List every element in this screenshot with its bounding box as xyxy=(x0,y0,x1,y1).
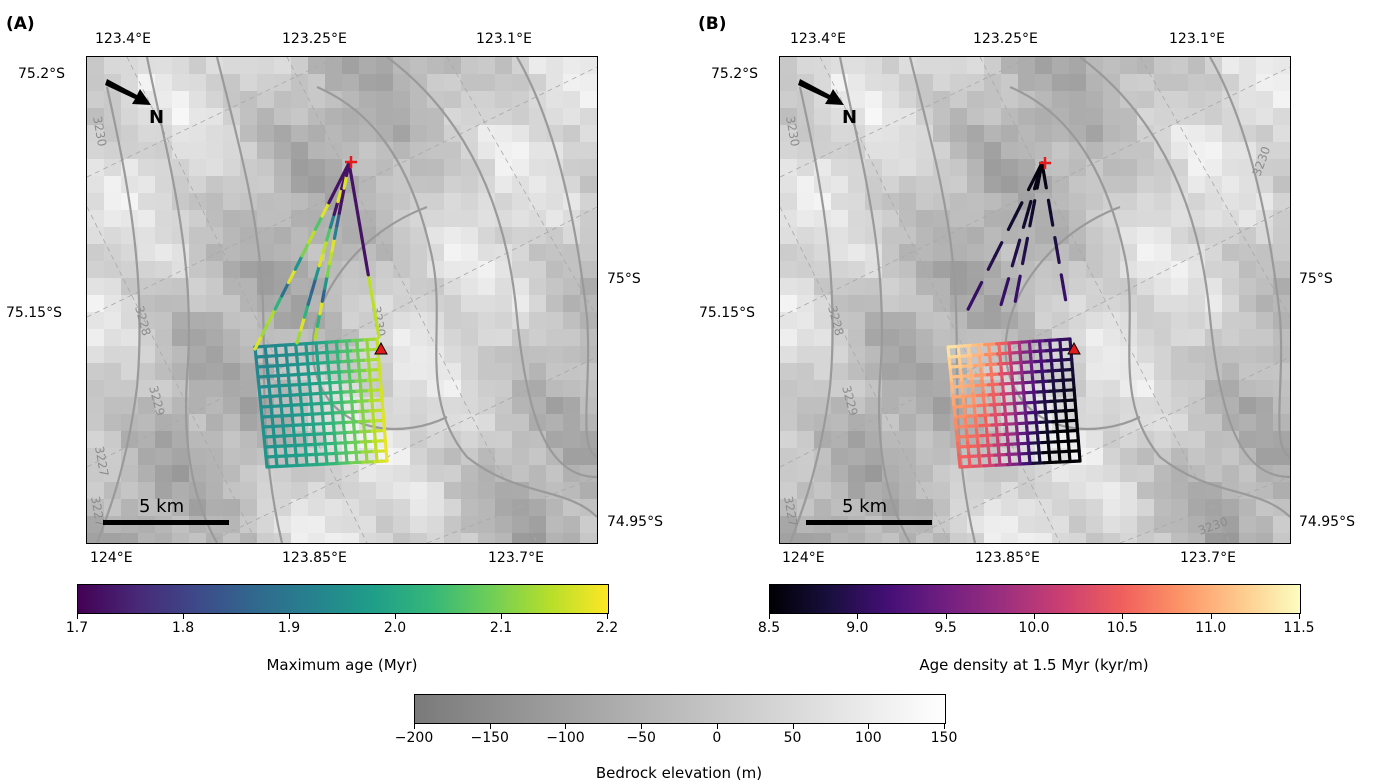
colorbar-tick xyxy=(769,614,770,619)
colorbar-tick-label: −100 xyxy=(546,730,585,746)
contour-label: 3227 xyxy=(88,495,107,528)
colorbar-tick-label: 9.5 xyxy=(934,620,957,636)
scale-label: 5 km xyxy=(842,496,887,517)
panel-label: (B) xyxy=(698,14,727,34)
colorbar-tick xyxy=(716,724,718,729)
colorbar-tick xyxy=(1034,614,1035,619)
lon-label: 123.1°E xyxy=(476,31,532,47)
colorbar-tick xyxy=(868,724,870,729)
lat-label: 75.2°S xyxy=(18,66,66,82)
colorbar-tick-label: 8.5 xyxy=(757,620,781,636)
colorbar-tick xyxy=(1122,614,1124,619)
colorbar-title: Maximum age (Myr) xyxy=(266,656,418,674)
colorbar-tick xyxy=(945,614,947,619)
colorbar-tick-label: 0 xyxy=(712,730,722,746)
colorbar-tick-label: 11.0 xyxy=(1195,620,1227,636)
colorbar-tick-label: 1.8 xyxy=(171,620,195,636)
colorbar-tick xyxy=(1299,614,1300,619)
colorbar-tick xyxy=(77,614,78,619)
lat-label: 74.95°S xyxy=(607,514,663,530)
map-frame: 3230 3228 3229 3230 3230 3227 N 5 km xyxy=(779,56,1291,544)
lon-label: 123.7°E xyxy=(1180,550,1236,566)
north-arrow: N xyxy=(798,79,857,128)
lon-label: 123.4°E xyxy=(95,31,151,47)
colorbar-tick xyxy=(395,614,396,619)
colorbar-tick xyxy=(944,724,945,729)
colorbar-tick xyxy=(289,614,290,619)
colorbar-title: Age density at 1.5 Myr (kyr/m) xyxy=(919,656,1149,674)
panel-label: (A) xyxy=(6,14,35,34)
colorbar-tick-label: 10.0 xyxy=(1018,620,1050,636)
colorbar-tick-label: 9.0 xyxy=(846,620,869,636)
site-triangle xyxy=(1067,341,1081,355)
colorbar-tick xyxy=(501,614,502,619)
colorbar-tick-label: −150 xyxy=(470,730,509,746)
colorbar-tick xyxy=(414,724,415,729)
lon-label: 123.85°E xyxy=(282,550,347,566)
lat-label: 75°S xyxy=(607,271,641,287)
colorbar-tick-label: 10.5 xyxy=(1106,620,1138,636)
scale-bar: 5 km xyxy=(806,496,932,525)
colorbar-title: Bedrock elevation (m) xyxy=(595,764,763,782)
radar-tracks xyxy=(253,161,389,469)
colorbar-tick-label: 50 xyxy=(783,730,802,746)
colorbar-tick xyxy=(792,724,794,729)
scale-label: 5 km xyxy=(139,496,184,517)
colorbar-tick xyxy=(565,724,567,729)
bedrock-map: 3230 3228 3229 3230 3230 3227 N 5 km xyxy=(780,57,1290,543)
colorbar-tick-label: 2.2 xyxy=(595,620,619,636)
bedrock-map: 3230 3228 3229 3227 3227 3230 N 5 km xyxy=(87,57,597,543)
lon-label: 124°E xyxy=(90,550,133,566)
colorbar-tick xyxy=(607,614,608,619)
elevation-colorbar xyxy=(414,694,946,724)
colorbar-tick-label: 1.7 xyxy=(65,620,89,636)
north-label: N xyxy=(149,107,164,128)
lon-label: 123.25°E xyxy=(973,31,1038,47)
north-arrow: N xyxy=(105,79,164,128)
lat-label: 75.2°S xyxy=(711,66,759,82)
colorbar-tick-label: 2.0 xyxy=(383,620,407,636)
lon-label: 123.4°E xyxy=(790,31,846,47)
lon-label: 123.7°E xyxy=(488,550,544,566)
colorbar-tick-label: 11.5 xyxy=(1283,620,1315,636)
colorbar-tick-label: −50 xyxy=(626,730,656,746)
contour-label: 3230 xyxy=(783,115,802,148)
lon-label: 123.1°E xyxy=(1169,31,1225,47)
contour-label: 3230 xyxy=(90,115,109,148)
colorbar-tick xyxy=(641,724,643,729)
age-colorbar xyxy=(77,584,609,614)
lat-label: 75°S xyxy=(1299,271,1333,287)
colorbar-tick xyxy=(857,614,859,619)
radar-tracks xyxy=(946,161,1082,469)
colorbar-tick-label: 100 xyxy=(854,730,882,746)
site-triangle xyxy=(374,341,388,355)
colorbar-tick-label: 150 xyxy=(930,730,958,746)
lon-label: 123.85°E xyxy=(975,550,1040,566)
colorbar-tick xyxy=(183,614,184,619)
drill-site-cross xyxy=(1039,157,1051,169)
lat-label: 74.95°S xyxy=(1299,514,1355,530)
contour-label: 3227 xyxy=(781,495,800,528)
colorbar-tick xyxy=(489,724,491,729)
lon-label: 123.25°E xyxy=(282,31,347,47)
colorbar-tick xyxy=(1210,614,1212,619)
colorbar-tick-label: −200 xyxy=(394,730,434,746)
lon-label: 124°E xyxy=(782,550,825,566)
map-frame: 3230 3228 3229 3227 3227 3230 N 5 km xyxy=(86,56,598,544)
scale-bar: 5 km xyxy=(103,496,229,525)
colorbar-tick-label: 2.1 xyxy=(489,620,513,636)
lat-label: 75.15°S xyxy=(6,305,62,321)
age-density-colorbar xyxy=(769,584,1301,614)
colorbar-tick-label: 1.9 xyxy=(277,620,301,636)
drill-site-cross xyxy=(345,156,357,168)
contour-label: 3227 xyxy=(92,445,111,478)
lat-label: 75.15°S xyxy=(699,305,755,321)
north-label: N xyxy=(842,107,857,128)
